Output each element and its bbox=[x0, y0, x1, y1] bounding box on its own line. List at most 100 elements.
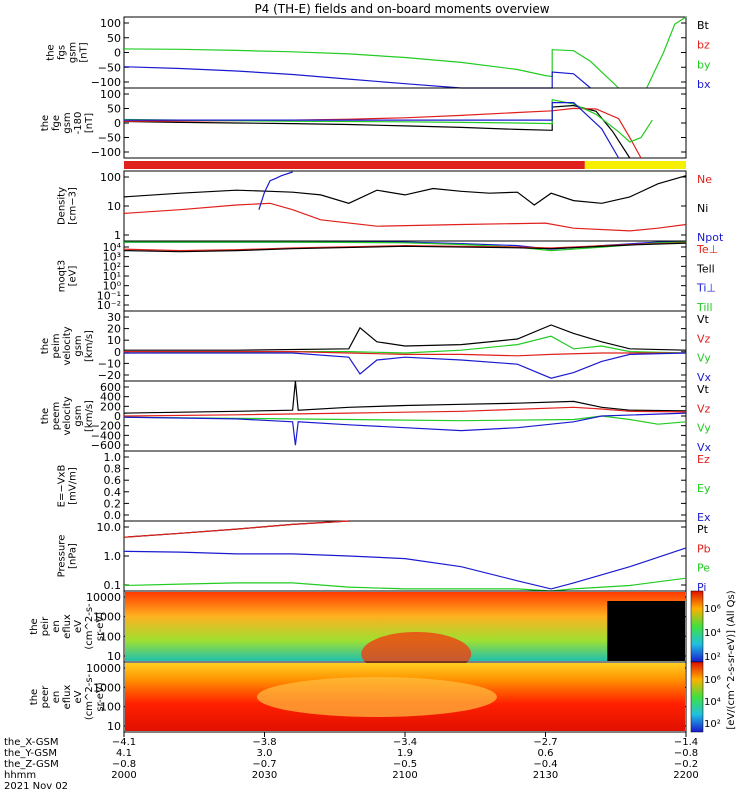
y-axis-label: en bbox=[51, 620, 62, 633]
heatmap-gap bbox=[607, 601, 685, 661]
legend-label: Pt bbox=[697, 523, 709, 536]
density-series-line bbox=[123, 175, 687, 206]
y-tick-label: 100 bbox=[100, 17, 121, 30]
fge-series-line bbox=[123, 104, 631, 159]
fgs-series-line bbox=[123, 48, 620, 89]
legend-label: Vx bbox=[697, 371, 712, 384]
fge-series-line bbox=[123, 98, 653, 143]
peim-velocity-series-line bbox=[124, 324, 687, 351]
density-frame bbox=[123, 170, 687, 242]
colorbar-tick-label: 10⁶ bbox=[704, 675, 721, 686]
x-axis-value: 0.6 bbox=[538, 748, 554, 759]
x-axis-value: 2000 bbox=[111, 770, 136, 781]
y-tick-label: 10⁴ bbox=[103, 241, 122, 254]
x-axis-value: 1.9 bbox=[397, 748, 413, 759]
y-tick-label: 100 bbox=[100, 88, 121, 101]
legend-label: Till bbox=[696, 301, 713, 314]
y-axis-label: the bbox=[40, 115, 51, 131]
x-axis-row-label: the_Y-GSM bbox=[4, 748, 57, 759]
legend-label: Te⊥ bbox=[696, 243, 718, 256]
y-tick-label: 0 bbox=[114, 47, 121, 60]
legend-label: Ey bbox=[697, 482, 711, 495]
peer-spectrogram-panel: 10000 1000 100 10 the peer en eflux eV (cm^2-s-sr… bbox=[29, 661, 687, 733]
y-tick-label: 400 bbox=[100, 391, 121, 404]
y-tick-label: 1.0 bbox=[104, 550, 122, 563]
peim-velocity-series-line bbox=[124, 351, 686, 357]
y-axis-label: the bbox=[29, 689, 40, 705]
y-tick-label: 0.2 bbox=[104, 497, 122, 510]
legend-label: Bt bbox=[697, 19, 710, 32]
y-axis-label: moqt3 bbox=[57, 260, 68, 293]
legend-label: Pb bbox=[697, 542, 711, 555]
y-axis-label: sr-eV) bbox=[95, 612, 106, 641]
pressure-series-line bbox=[123, 547, 687, 590]
colorbar-tick-label: 10⁶ bbox=[704, 604, 721, 615]
colorbar-tick-label: 10⁴ bbox=[704, 697, 721, 708]
y-axis-label: [km/s] bbox=[84, 400, 95, 432]
y-tick-label: 50 bbox=[107, 32, 121, 45]
y-axis-label: [cm−3] bbox=[68, 187, 79, 225]
y-axis-label: fge bbox=[51, 115, 62, 131]
x-axis-row-label: 2021 Nov 02 bbox=[4, 781, 68, 792]
y-tick-label: 1000 bbox=[93, 611, 121, 624]
y-tick-label: −400 bbox=[91, 429, 121, 442]
y-tick-label: −600 bbox=[91, 439, 121, 452]
y-axis-label: sr-eV) bbox=[95, 682, 106, 711]
y-axis-label: gsm bbox=[73, 335, 84, 356]
fge-series-line bbox=[124, 101, 620, 159]
y-axis-label: -180 bbox=[73, 112, 84, 135]
y-tick-label: 30 bbox=[107, 311, 121, 324]
x-axis-value: 4.1 bbox=[116, 748, 132, 759]
x-axis-value: 2200 bbox=[673, 770, 698, 781]
density-series-line bbox=[258, 171, 293, 210]
y-axis-label: [nT] bbox=[84, 113, 95, 133]
y-tick-label: 1 bbox=[114, 229, 121, 242]
x-axis-row-label: hhmm bbox=[4, 770, 36, 781]
y-tick-label: 100 bbox=[100, 630, 121, 643]
legend-label: by bbox=[697, 58, 711, 71]
y-tick-label: 0 bbox=[114, 346, 121, 359]
y-axis-label: peer bbox=[40, 685, 51, 709]
y-axis-label: eV bbox=[73, 690, 84, 703]
y-tick-label: 100 bbox=[100, 171, 121, 184]
x-axis-value: −3.8 bbox=[252, 737, 276, 748]
y-tick-label: 0.0 bbox=[104, 509, 122, 522]
pressure-series-line bbox=[123, 520, 349, 538]
y-axis-label: Pressure bbox=[57, 535, 68, 578]
colorbar-tick-label: 10² bbox=[704, 652, 721, 663]
y-axis-label: the bbox=[29, 618, 40, 634]
legend-label: Npot bbox=[697, 231, 724, 244]
pressure-panel: 10.0 1.0 0.1 Pressure [nPa] Pt Pb Pe Pi bbox=[57, 520, 711, 594]
y-tick-label: 1.0 bbox=[104, 451, 122, 464]
y-tick-label: 0.8 bbox=[104, 463, 122, 476]
x-axis-value: −0.8 bbox=[674, 748, 698, 759]
colorbar-tick-label: 10² bbox=[704, 719, 721, 730]
y-axis-label: (cm^2-s- bbox=[84, 603, 95, 650]
fgs-series-line bbox=[646, 16, 687, 89]
y-tick-label: −10 bbox=[98, 357, 121, 370]
peim-velocity-series-line bbox=[124, 352, 687, 379]
colorbar-label: [eV/(cm^2-s-sr-eV)] (All Qs) bbox=[726, 590, 737, 729]
y-axis-label: gsm bbox=[73, 405, 84, 426]
y-tick-label: 10² bbox=[103, 260, 121, 273]
colorbar bbox=[690, 590, 704, 663]
x-axis-row-label: the_X-GSM bbox=[4, 737, 58, 748]
legend-label: Ne bbox=[697, 173, 712, 186]
peem-velocity-series-line bbox=[123, 406, 687, 417]
x-axis-value: −0.7 bbox=[252, 759, 276, 770]
y-tick-label: 0.4 bbox=[104, 486, 122, 499]
y-tick-label: −200 bbox=[91, 420, 121, 433]
colorbar bbox=[690, 661, 704, 733]
y-tick-label: 0 bbox=[114, 410, 121, 423]
density-series-line bbox=[123, 202, 687, 232]
x-axis-value: −2.7 bbox=[533, 737, 557, 748]
y-axis-label: gsm bbox=[68, 42, 79, 63]
colorbar-tick-label: 10⁴ bbox=[704, 628, 721, 639]
fgs-panel: 100 50 0−50 −100 the fgs gsm [nT] Bt bz by bx bbox=[46, 16, 711, 91]
y-axis-label: [nT] bbox=[79, 42, 90, 62]
y-tick-label: 0 bbox=[114, 117, 121, 130]
y-axis-label: fgs bbox=[57, 45, 68, 60]
y-tick-label: 10⁻² bbox=[97, 299, 121, 312]
y-tick-label: 600 bbox=[100, 381, 121, 394]
